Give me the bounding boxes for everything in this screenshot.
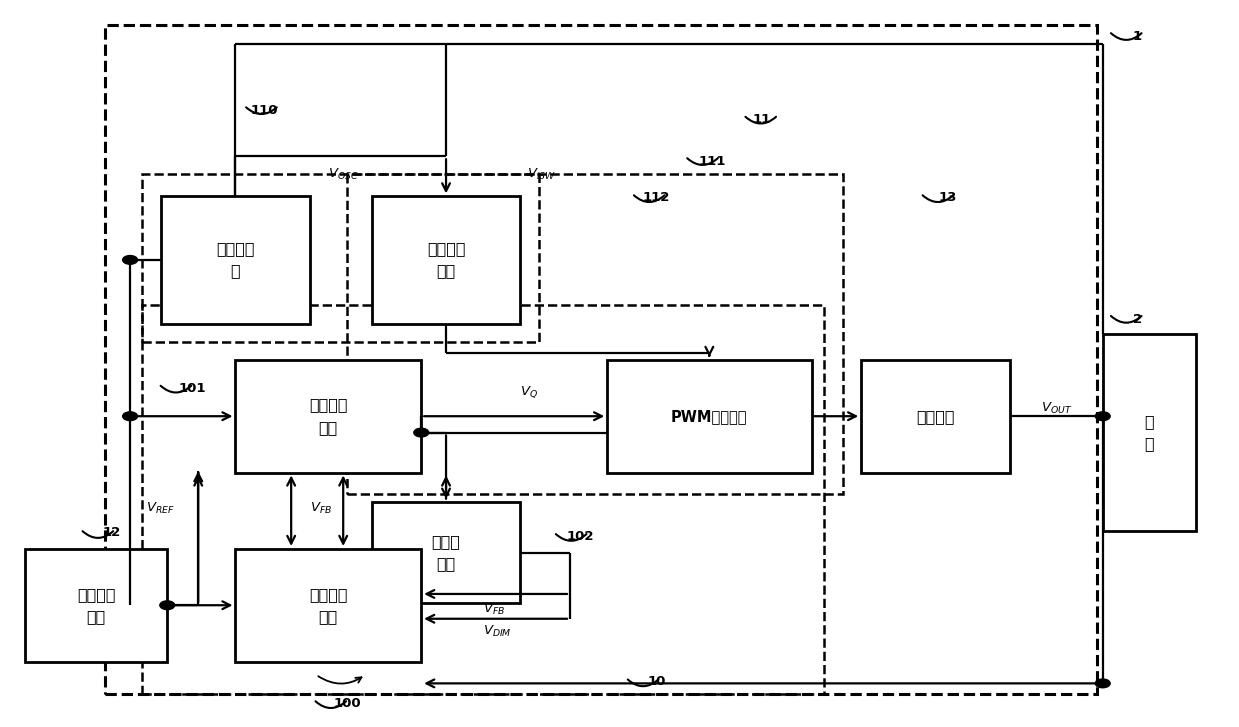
Circle shape [1095, 679, 1110, 688]
Circle shape [123, 255, 138, 265]
Text: 电压选择
电路: 电压选择 电路 [309, 587, 348, 624]
Text: 斜坡补偿
电路: 斜坡补偿 电路 [426, 241, 466, 278]
Text: 1: 1 [1132, 30, 1142, 43]
Text: 调光控制
电路: 调光控制 电路 [309, 398, 348, 435]
Text: $V_{DIM}$: $V_{DIM}$ [483, 624, 512, 638]
Bar [347, 174, 843, 494]
Bar [1103, 334, 1196, 531]
Text: $V_{REF}$: $V_{REF}$ [146, 502, 175, 516]
Text: 2: 2 [1132, 313, 1142, 326]
Text: 101: 101 [178, 382, 206, 395]
Circle shape [414, 428, 429, 437]
Circle shape [123, 411, 138, 420]
Text: 11: 11 [753, 113, 771, 126]
Circle shape [160, 601, 175, 609]
Text: $V_{OUT}$: $V_{OUT}$ [1041, 401, 1072, 416]
Bar [861, 360, 1010, 473]
Bar [105, 25, 1097, 694]
Text: $V_{OSC}$: $V_{OSC}$ [328, 167, 359, 182]
Bar [607, 360, 812, 473]
Text: $V_{FB}$: $V_{FB}$ [483, 602, 506, 616]
Bar [235, 360, 421, 473]
Circle shape [1095, 411, 1110, 420]
Text: 102: 102 [566, 530, 593, 543]
Bar [142, 305, 824, 694]
Bar [372, 196, 520, 324]
Text: 低通滤
波器: 低通滤 波器 [431, 534, 461, 571]
Text: 110: 110 [250, 104, 278, 117]
Text: 负
载: 负 载 [1145, 414, 1154, 451]
Text: 10: 10 [648, 675, 665, 688]
Bar [142, 174, 539, 342]
Text: 112: 112 [643, 191, 670, 204]
Text: 13: 13 [939, 191, 957, 204]
Text: 驱动电路: 驱动电路 [916, 409, 955, 424]
Bar [161, 196, 310, 324]
Bar [372, 502, 520, 603]
Text: PWM比较电路: PWM比较电路 [672, 409, 747, 424]
Bar [25, 549, 167, 662]
Text: $V_{Q}$: $V_{Q}$ [520, 385, 539, 401]
Text: 111: 111 [699, 155, 726, 168]
Text: $V_{ISW}$: $V_{ISW}$ [527, 167, 556, 182]
Text: 12: 12 [103, 526, 120, 539]
Bar [235, 549, 421, 662]
Text: 参考电源
电路: 参考电源 电路 [77, 587, 115, 624]
Text: $V_{FB}$: $V_{FB}$ [310, 502, 332, 516]
Text: 100: 100 [333, 697, 361, 710]
Text: 振荡器电
路: 振荡器电 路 [216, 241, 255, 278]
